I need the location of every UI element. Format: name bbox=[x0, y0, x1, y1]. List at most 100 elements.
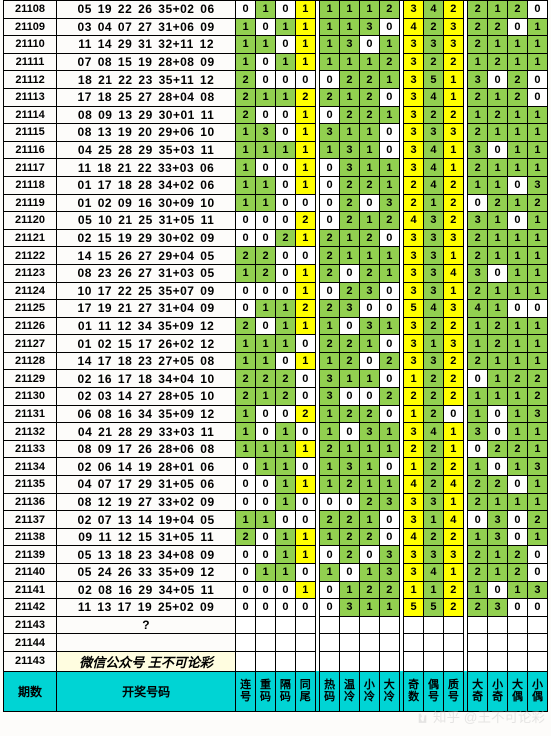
stat-cell bbox=[340, 651, 360, 671]
stat-cell: 0 bbox=[275, 282, 295, 300]
stat-cell: 1 bbox=[320, 458, 340, 476]
stat-cell: 3 bbox=[404, 247, 424, 265]
stat-cell: 1 bbox=[527, 352, 547, 370]
stat-cell: 0 bbox=[256, 71, 276, 89]
stat-cell: 1 bbox=[340, 53, 360, 71]
stat-cell bbox=[359, 651, 379, 671]
stat-cell: 1 bbox=[424, 581, 444, 599]
stat-cell: 1 bbox=[236, 18, 256, 36]
stat-cell: 1 bbox=[359, 159, 379, 177]
data-row: 2114211 13 17 19 25+02 09000003115522300 bbox=[4, 599, 548, 617]
stat-cell: 2 bbox=[443, 581, 463, 599]
stat-cell: 3 bbox=[404, 88, 424, 106]
stat-cell: 1 bbox=[468, 528, 488, 546]
issue-cell: 21143 bbox=[4, 651, 57, 671]
stat-cell: 3 bbox=[359, 18, 379, 36]
stat-cell: 0 bbox=[275, 36, 295, 54]
issue-cell: 21140 bbox=[4, 564, 57, 582]
stat-cell: 2 bbox=[527, 388, 547, 406]
stat-cell: 1 bbox=[320, 36, 340, 54]
stat-cell: 3 bbox=[404, 352, 424, 370]
stat-cell: 1 bbox=[404, 458, 424, 476]
stat-cell: 1 bbox=[256, 440, 276, 458]
stat-cell bbox=[236, 616, 256, 634]
stat-cell: 4 bbox=[404, 476, 424, 494]
stat-cell: 0 bbox=[256, 581, 276, 599]
stat-cell: 1 bbox=[256, 88, 276, 106]
stat-cell bbox=[236, 651, 256, 671]
stat-cell: 1 bbox=[340, 370, 360, 388]
stat-cell: 0 bbox=[256, 53, 276, 71]
stat-cell: 2 bbox=[359, 493, 379, 511]
stat-cell: 1 bbox=[340, 1, 360, 19]
stat-cell: 1 bbox=[256, 176, 276, 194]
stat-cell: 1 bbox=[488, 212, 508, 230]
stat-cell: 0 bbox=[256, 493, 276, 511]
data-row: 2110805 19 22 26 35+02 06010111123422120 bbox=[4, 1, 548, 19]
stat-cell: 2 bbox=[404, 440, 424, 458]
issue-cell: 21109 bbox=[4, 18, 57, 36]
stat-cell: 0 bbox=[379, 124, 399, 142]
stat-cell: 4 bbox=[424, 176, 444, 194]
stat-cell: 1 bbox=[443, 423, 463, 441]
stat-cell: 4 bbox=[468, 300, 488, 318]
stat-cell: 0 bbox=[527, 300, 547, 318]
stat-cell: 1 bbox=[295, 124, 315, 142]
stat-cell: 2 bbox=[340, 405, 360, 423]
stat-cell: 1 bbox=[443, 282, 463, 300]
stat-cell: 1 bbox=[379, 247, 399, 265]
stat-cell: 0 bbox=[256, 229, 276, 247]
stat-cell: 2 bbox=[340, 176, 360, 194]
stat-cell: 3 bbox=[443, 36, 463, 54]
stat-cell: 1 bbox=[404, 370, 424, 388]
stat-cell: 1 bbox=[468, 106, 488, 124]
stat-cell: 3 bbox=[527, 176, 547, 194]
stat-cell: 2 bbox=[424, 476, 444, 494]
stat-cell: 1 bbox=[527, 528, 547, 546]
stat-cell bbox=[488, 616, 508, 634]
stat-cell: 0 bbox=[340, 317, 360, 335]
stat-cell: 1 bbox=[320, 476, 340, 494]
issue-cell: 21135 bbox=[4, 476, 57, 494]
stat-cell: 1 bbox=[320, 405, 340, 423]
stat-cell: 0 bbox=[340, 493, 360, 511]
stat-cell: 1 bbox=[424, 335, 444, 353]
stat-cell: 2 bbox=[236, 88, 256, 106]
stat-cell: 1 bbox=[320, 1, 340, 19]
stat-cell: 2 bbox=[468, 282, 488, 300]
stat-cell: 1 bbox=[527, 53, 547, 71]
nums-cell: 14 17 18 23 27+05 08 bbox=[57, 352, 236, 370]
stat-cell: 1 bbox=[443, 564, 463, 582]
stat-cell bbox=[295, 616, 315, 634]
stat-cell: 2 bbox=[488, 53, 508, 71]
nums-cell: 04 25 28 29 35+03 11 bbox=[57, 141, 236, 159]
stat-cell: 0 bbox=[379, 511, 399, 529]
stat-cell: 0 bbox=[379, 335, 399, 353]
stat-cell: 2 bbox=[340, 546, 360, 564]
stat-cell: 1 bbox=[488, 176, 508, 194]
stat-cell: 1 bbox=[340, 440, 360, 458]
issue-cell: 21124 bbox=[4, 282, 57, 300]
data-row: 2111901 02 09 16 30+09 10110002032120212 bbox=[4, 194, 548, 212]
stat-cell: 1 bbox=[256, 300, 276, 318]
stat-cell: 2 bbox=[359, 264, 379, 282]
stat-cell: 1 bbox=[295, 476, 315, 494]
issue-cell: 21133 bbox=[4, 440, 57, 458]
stat-cell: 1 bbox=[468, 388, 488, 406]
stat-cell: 2 bbox=[468, 352, 488, 370]
stat-cell: 1 bbox=[236, 511, 256, 529]
stat-cell: 2 bbox=[424, 53, 444, 71]
stat-cell: 3 bbox=[443, 300, 463, 318]
stat-cell bbox=[379, 616, 399, 634]
stat-cell: 1 bbox=[508, 141, 528, 159]
data-row: 2114005 24 26 33 35+09 12011010133412120 bbox=[4, 564, 548, 582]
stat-cell: 1 bbox=[468, 405, 488, 423]
stat-cell: 2 bbox=[340, 194, 360, 212]
stat-cell bbox=[359, 616, 379, 634]
stat-cell: 2 bbox=[468, 247, 488, 265]
stat-cell: 1 bbox=[275, 440, 295, 458]
stat-cell: 1 bbox=[320, 564, 340, 582]
nums-cell: 08 09 17 26 28+06 08 bbox=[57, 440, 236, 458]
stat-cell: 0 bbox=[508, 176, 528, 194]
stat-cell: 1 bbox=[236, 352, 256, 370]
